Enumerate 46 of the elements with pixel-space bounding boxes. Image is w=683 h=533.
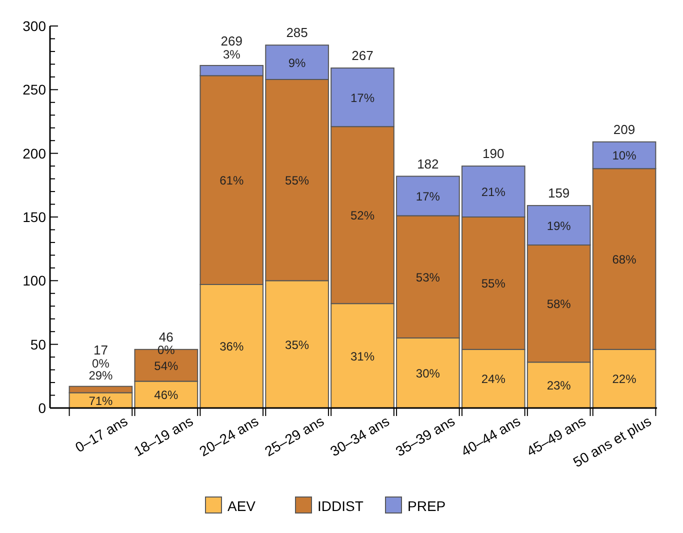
y-tick-label: 100 bbox=[22, 272, 46, 289]
total-label: 46 bbox=[158, 329, 174, 344]
annotation: 23% bbox=[546, 378, 572, 393]
annotation: 9% bbox=[288, 56, 306, 70]
annotation: 17% bbox=[350, 90, 375, 105]
annotation: 30% bbox=[416, 366, 440, 380]
total-label: 209 bbox=[613, 122, 636, 137]
annotation: 24% bbox=[481, 372, 506, 386]
annotation: 61% bbox=[220, 174, 244, 188]
annotation: 3% bbox=[222, 47, 241, 62]
annotation: 55% bbox=[481, 276, 506, 291]
total-label: 267 bbox=[352, 48, 374, 64]
annotation: 36% bbox=[220, 340, 244, 354]
total-label: 182 bbox=[417, 156, 439, 172]
legend-label: AEV bbox=[228, 498, 256, 514]
annotation: 54% bbox=[154, 358, 178, 373]
annotation: 19% bbox=[546, 218, 572, 233]
annotation: 55% bbox=[285, 174, 310, 188]
annotation: 35% bbox=[285, 338, 310, 352]
legend-label: IDDIST bbox=[318, 498, 364, 514]
legend-label: PREP bbox=[408, 498, 446, 514]
total-label: 190 bbox=[482, 146, 504, 162]
total-label: 285 bbox=[286, 25, 308, 40]
annotation: 46% bbox=[154, 388, 178, 402]
annotation: 22% bbox=[612, 372, 637, 386]
annotation: 31% bbox=[350, 349, 375, 364]
annotation: 53% bbox=[416, 270, 440, 284]
total-label: 269 bbox=[220, 33, 242, 48]
y-tick-label: 150 bbox=[22, 209, 46, 225]
annotation: 0% bbox=[92, 356, 110, 370]
annotation: 17% bbox=[416, 189, 440, 204]
annotation: 71% bbox=[88, 394, 114, 408]
annotation: 52% bbox=[350, 208, 375, 223]
annotation: 29% bbox=[88, 368, 114, 382]
y-tick-label: 300 bbox=[22, 18, 46, 34]
annotation: 58% bbox=[546, 297, 572, 312]
y-tick-label: 250 bbox=[22, 82, 46, 98]
total-label: 159 bbox=[548, 186, 570, 201]
annotation: 21% bbox=[481, 185, 506, 200]
x-tick-label: 0–17 ans bbox=[72, 412, 130, 456]
y-tick-label: 200 bbox=[22, 145, 46, 162]
y-tick-label: 0 bbox=[38, 400, 46, 416]
total-label: 17 bbox=[93, 342, 108, 358]
y-tick-label: 50 bbox=[30, 336, 46, 352]
annotation: 68% bbox=[612, 252, 637, 267]
annotation: 10% bbox=[612, 148, 637, 163]
